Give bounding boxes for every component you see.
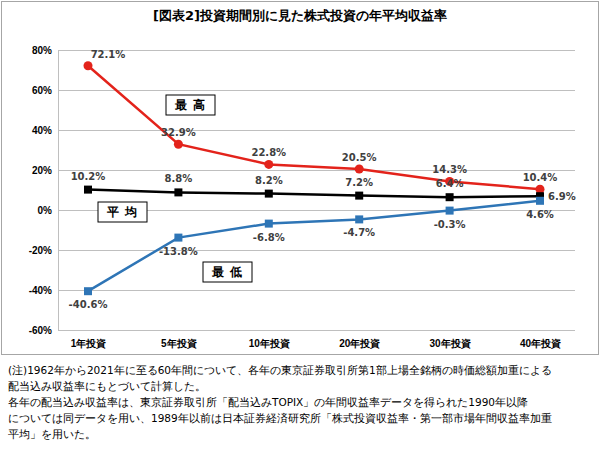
data-labels: 72.1% 32.9% 22.8% 20.5% 14.3% 10.4% 10.2% 8.8% 8… — [69, 49, 576, 310]
series-name: 平均 — [98, 202, 147, 222]
grid-line — [58, 130, 575, 131]
data-label: 7.2% — [345, 177, 373, 188]
data-label: -4.7% — [343, 227, 375, 238]
x-tick: 1年投資 — [71, 330, 107, 350]
marker — [265, 190, 273, 198]
data-label: 4.6% — [526, 209, 554, 220]
y-tick-label: 20% — [32, 165, 52, 176]
x-tick-label: 20年投資 — [339, 338, 380, 350]
x-tick-label: 5年投資 — [161, 338, 197, 350]
data-label: -0.3% — [434, 219, 466, 230]
y-axis: -60% -40% -20% 0% 20% 40% 60% 80% — [29, 45, 575, 336]
marker — [355, 215, 363, 223]
series-name: 最高 — [166, 95, 215, 115]
marker — [446, 207, 454, 215]
x-tick: 40年投資 — [520, 330, 561, 350]
y-tick: -20% — [29, 245, 575, 256]
data-label: 10.4% — [523, 172, 558, 183]
y-tick-label: -20% — [29, 245, 52, 256]
grid-line — [58, 250, 575, 251]
data-label: 8.2% — [255, 175, 283, 186]
marker — [174, 188, 182, 196]
note: (注)1962年から2021年に至る60年間について、各年の東京証券取引所第1部… — [8, 364, 552, 376]
data-label: 6.4% — [436, 178, 464, 189]
data-label: 8.8% — [165, 173, 193, 184]
series-name-label: 平均 — [106, 205, 143, 219]
data-label: 10.2% — [71, 171, 106, 182]
chart: [図表2]投資期間別に見た株式投資の年平均収益率 -60% -40% -20% 0% 20… — [0, 0, 600, 450]
x-axis: 1年投資 5年投資 10年投資 20年投資 30年投資 40年投資 — [71, 330, 561, 350]
data-label: -6.8% — [253, 232, 285, 243]
chart-frame — [2, 2, 599, 355]
marker — [446, 193, 454, 201]
series-name-box — [203, 262, 252, 282]
marker — [84, 61, 93, 70]
y-axis-line — [59, 51, 576, 331]
data-label: 20.5% — [342, 152, 377, 163]
grid-line — [58, 290, 575, 291]
y-tick-label: 80% — [32, 45, 52, 56]
marker — [355, 192, 363, 200]
x-tick: 20年投資 — [339, 330, 380, 350]
x-tick: 5年投資 — [161, 330, 197, 350]
note: 配当込み収益率にもとづいて計算した。 — [8, 380, 206, 392]
y-tick-label: -60% — [29, 325, 52, 336]
grid-line — [58, 90, 575, 91]
marker — [355, 165, 364, 174]
marker — [536, 197, 544, 205]
note: については同データを用い、1989年以前は日本証券経済研究所「株式投資収益率・第… — [8, 412, 552, 424]
title: [図表2]投資期間別に見た株式投資の年平均収益率 — [153, 8, 447, 23]
data-label: 14.3% — [432, 164, 467, 175]
y-tick-label: 0% — [38, 205, 53, 216]
marker — [174, 234, 182, 242]
y-tick: -60% — [29, 325, 575, 336]
data-label: 22.8% — [251, 147, 286, 158]
x-tick-label: 40年投資 — [520, 338, 561, 350]
marker — [174, 140, 183, 149]
data-label: 72.1% — [91, 49, 126, 60]
series-name: 最低 — [203, 262, 252, 282]
x-axis-line — [89, 330, 541, 331]
data-label: -40.6% — [69, 299, 108, 310]
data-label: -13.8% — [159, 246, 198, 257]
y-tick-label: 40% — [32, 125, 52, 136]
marker — [265, 220, 273, 228]
marker — [264, 160, 273, 169]
grid-line — [58, 330, 575, 331]
y-tick: -40% — [29, 285, 575, 296]
marker — [84, 287, 92, 295]
grid-line — [58, 170, 575, 171]
x-tick-label: 1年投資 — [71, 338, 107, 350]
note: 各年の配当込み収益率は、東京証券取引所「配当込みTOPIX」の年間収益率データを… — [8, 396, 528, 408]
series-line — [88, 201, 540, 291]
series-name-box — [166, 95, 215, 115]
series-name-label: 最低 — [211, 265, 248, 279]
grid-line — [58, 50, 575, 51]
series-line — [88, 190, 540, 198]
y-tick: 40% — [32, 125, 575, 136]
y-tick-label: 60% — [32, 85, 52, 96]
x-tick: 10年投資 — [249, 330, 290, 350]
marker — [84, 186, 92, 194]
note: 平均」を用いた。 — [8, 428, 96, 440]
x-tick-label: 10年投資 — [249, 338, 290, 350]
series-name-label: 最高 — [174, 98, 211, 112]
plot-area — [84, 61, 545, 295]
series-name-box — [98, 202, 147, 222]
data-label: 32.9% — [161, 127, 196, 138]
x-tick-label: 30年投資 — [430, 338, 471, 350]
series-line — [88, 66, 540, 189]
y-tick-label: -40% — [29, 285, 52, 296]
x-tick: 30年投資 — [430, 330, 471, 350]
data-label: 6.9% — [548, 191, 576, 202]
